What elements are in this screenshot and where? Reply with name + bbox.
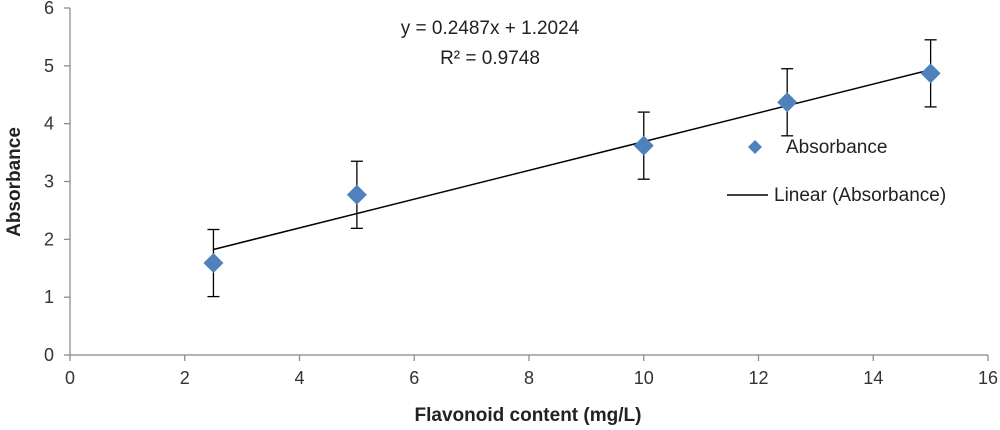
x-tick-label: 14 [863, 368, 883, 388]
y-tick-label: 0 [44, 345, 54, 365]
x-axis-title: Flavonoid content (mg/L) [415, 405, 642, 426]
x-tick-label: 6 [409, 368, 419, 388]
x-tick-label: 12 [748, 368, 768, 388]
x-tick-label: 2 [180, 368, 190, 388]
data-point [777, 92, 798, 113]
data-point [346, 184, 367, 205]
x-tick-label: 0 [65, 368, 75, 388]
data-point [920, 63, 941, 84]
data-point [203, 253, 224, 274]
error-bars [207, 39, 937, 298]
trendline-group [213, 68, 931, 251]
y-tick-label: 2 [44, 229, 54, 249]
y-tick-label: 1 [44, 287, 54, 307]
data-points [203, 63, 941, 274]
x-tick-label: 4 [294, 368, 304, 388]
legend-marker-diamond [748, 140, 762, 154]
x-axis-ticks: 0 2 4 6 8 10 12 14 16 [65, 355, 998, 388]
x-tick-label: 16 [978, 368, 998, 388]
y-tick-label: 3 [44, 172, 54, 192]
data-point [633, 135, 654, 156]
y-tick-label: 5 [44, 56, 54, 76]
y-axis-ticks: 0 1 2 3 4 5 6 [44, 0, 70, 365]
x-tick-label: 10 [634, 368, 654, 388]
y-axis-title: Absorbance [4, 127, 25, 237]
y-tick-label: 6 [44, 0, 54, 18]
legend: Absorbance Linear (Absorbance) [727, 137, 946, 206]
legend-label-linear: Linear (Absorbance) [774, 185, 946, 206]
y-tick-label: 4 [44, 114, 54, 134]
legend-label-absorbance: Absorbance [786, 137, 887, 158]
trendline-equation: y = 0.2487x + 1.2024 [401, 18, 580, 39]
trendline [213, 68, 931, 251]
r-squared-label: R² = 0.9748 [440, 48, 540, 69]
x-tick-label: 8 [524, 368, 534, 388]
